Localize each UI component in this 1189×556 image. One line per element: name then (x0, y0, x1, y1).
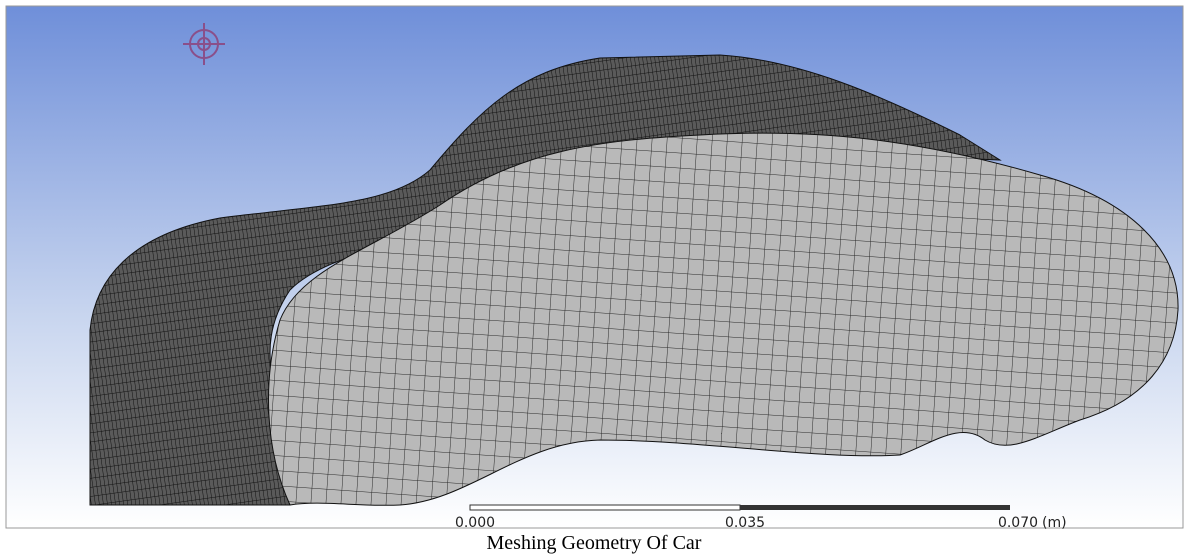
scale-label: 0.035 (725, 515, 765, 531)
scale-unit: (m) (1042, 515, 1067, 531)
scale-label: 0.070 (998, 515, 1038, 531)
scale-bar (470, 505, 1010, 510)
page: 0.000 0.035 0.070 (m) Meshing Geometry O… (0, 0, 1189, 556)
scale-label: 0.000 (455, 515, 495, 531)
caption: Meshing Geometry Of Car (487, 532, 702, 554)
screenshot: 0.000 0.035 0.070 (m) Meshing Geometry O… (0, 0, 1189, 556)
